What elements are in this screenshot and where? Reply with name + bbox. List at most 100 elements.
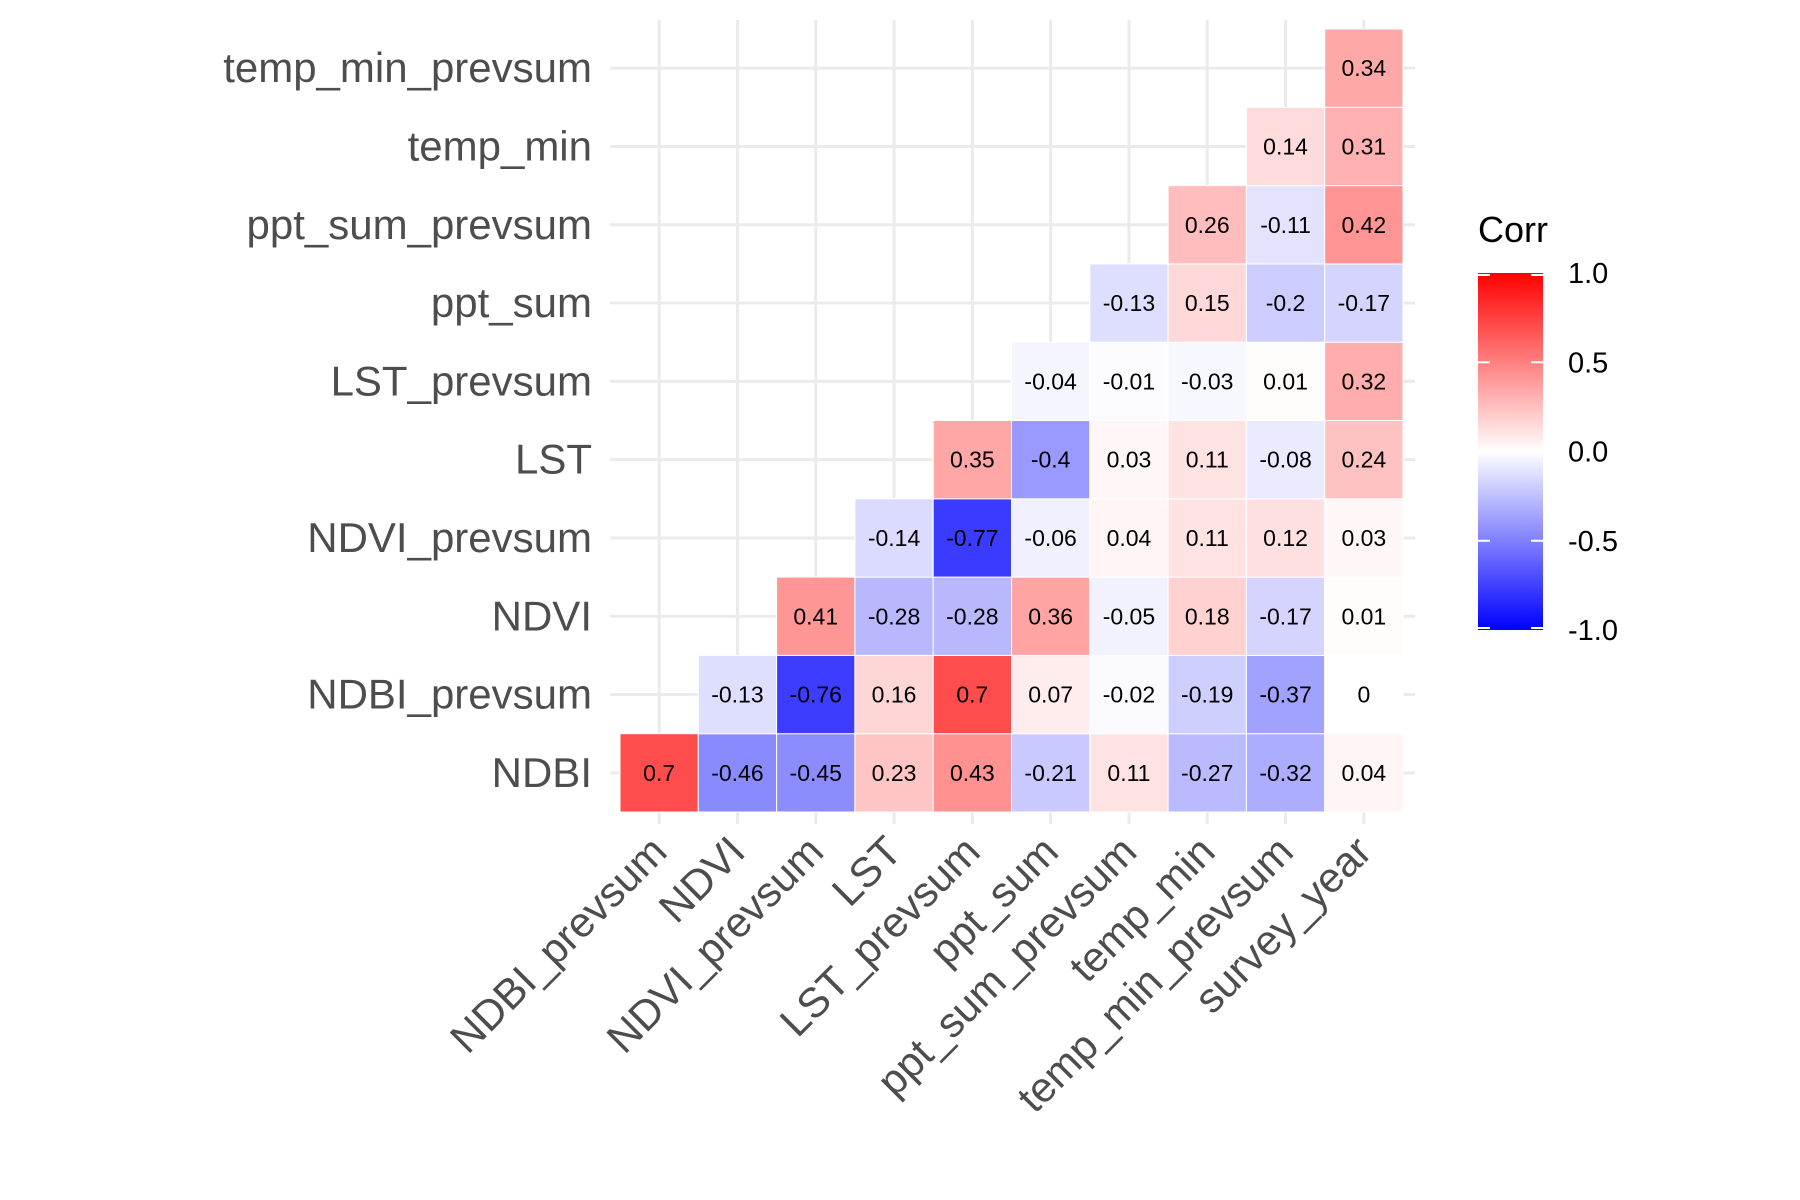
cell-value-label: 0.35 xyxy=(950,447,995,473)
cell-value-label: 0.01 xyxy=(1263,368,1308,394)
cell-value-label: -0.45 xyxy=(790,760,842,786)
cell-value-label: 0.24 xyxy=(1341,447,1386,473)
cell-value-label: -0.14 xyxy=(868,525,921,551)
cell-value-label: -0.19 xyxy=(1181,682,1233,708)
cell-value-label: 0.23 xyxy=(872,760,917,786)
heatmap-cell xyxy=(697,654,778,735)
heatmap-cell xyxy=(932,733,1013,813)
cell-value-label: -0.01 xyxy=(1103,368,1155,394)
heatmap-cell xyxy=(1011,341,1091,422)
heatmap-cell xyxy=(619,733,699,813)
legend-tick-label: -1.0 xyxy=(1568,615,1618,647)
legend-tick-label: 0.0 xyxy=(1568,437,1608,469)
legend-tick-label: 1.0 xyxy=(1568,258,1608,290)
y-tick-label: LST_prevsum xyxy=(331,357,592,404)
cell-value-label: 0 xyxy=(1357,682,1370,708)
heatmap-cell xyxy=(1324,106,1404,187)
cell-value-label: 0.31 xyxy=(1341,133,1386,159)
cell-value-label: -0.27 xyxy=(1181,760,1233,786)
heatmap-cell xyxy=(1245,106,1326,187)
cell-value-label: 0.36 xyxy=(1028,603,1073,629)
heatmap-cell xyxy=(1245,733,1326,813)
heatmap-cell xyxy=(932,420,1013,500)
heatmap-cell xyxy=(1089,576,1169,656)
cell-value-label: 0.15 xyxy=(1185,290,1230,316)
heatmap-cell xyxy=(932,498,1013,578)
heatmap-cell xyxy=(854,498,934,578)
cell-value-label: 0.32 xyxy=(1341,368,1386,394)
cell-value-label: 0.43 xyxy=(950,760,995,786)
cell-value-label: -0.4 xyxy=(1031,447,1071,473)
cell-value-label: 0.12 xyxy=(1263,525,1308,551)
cell-value-label: 0.7 xyxy=(956,682,988,708)
cell-value-label: 0.41 xyxy=(793,603,838,629)
heatmap-cell xyxy=(854,654,934,735)
x-axis-labels: NDBI_prevsumNDVINDVI_prevsumLSTLST_prevs… xyxy=(441,827,1380,1121)
cell-value-label: -0.05 xyxy=(1103,603,1155,629)
cell-value-label: -0.2 xyxy=(1266,290,1306,316)
legend-title: Corr xyxy=(1478,209,1548,250)
cell-value-label: -0.02 xyxy=(1103,682,1155,708)
heatmap-cell xyxy=(1324,733,1404,813)
heatmap-cell xyxy=(1011,498,1091,578)
heatmap-cell xyxy=(932,576,1013,656)
heatmap-cell xyxy=(1167,733,1247,813)
heatmap-cell xyxy=(776,733,856,813)
heatmap-cell xyxy=(697,733,778,813)
y-tick-label: ppt_sum xyxy=(431,279,592,326)
cell-value-label: 0.16 xyxy=(872,682,917,708)
cell-value-label: 0.11 xyxy=(1107,760,1150,786)
legend-tick-label: -0.5 xyxy=(1568,526,1618,558)
cell-value-label: -0.77 xyxy=(946,525,998,551)
cell-value-label: 0.03 xyxy=(1107,447,1152,473)
heatmap-cell xyxy=(1324,263,1404,343)
y-tick-label: NDBI xyxy=(492,749,592,796)
heatmap-cell xyxy=(1089,420,1169,500)
heatmap-cells: 0.7 -0.46 -0.45 0.23 0.43 -0.21 0.11 -0.27 -0.32… xyxy=(619,28,1404,813)
heatmap-cell xyxy=(1245,576,1326,656)
cell-value-label: 0.11 xyxy=(1186,525,1229,551)
heatmap-cell xyxy=(1324,420,1404,500)
y-axis-labels: NDBI NDBI_prevsum NDVI NDVI_prevsum LST LST_p… xyxy=(223,44,592,796)
cell-value-label: 0.18 xyxy=(1185,603,1230,629)
y-tick-label: LST xyxy=(515,436,592,483)
cell-value-label: -0.03 xyxy=(1181,368,1233,394)
cell-value-label: -0.32 xyxy=(1259,760,1311,786)
heatmap-cell xyxy=(1089,733,1169,813)
y-tick-label: ppt_sum_prevsum xyxy=(247,201,593,248)
cell-value-label: -0.06 xyxy=(1024,525,1076,551)
cell-value-label: -0.21 xyxy=(1024,760,1076,786)
heatmap-cell xyxy=(1089,263,1169,343)
heatmap-cell xyxy=(1324,341,1404,422)
heatmap-cell xyxy=(1011,654,1091,735)
cell-value-label: -0.28 xyxy=(868,603,920,629)
cell-value-label: 0.26 xyxy=(1185,212,1230,238)
heatmap-cell xyxy=(1011,420,1091,500)
heatmap-cell xyxy=(1167,420,1247,500)
heatmap-cell xyxy=(1167,263,1247,343)
heatmap-cell xyxy=(1324,654,1404,735)
legend: Corr 1.0 0.5 0.0 -0.5 -1.0 xyxy=(1478,209,1618,647)
heatmap-cell xyxy=(1324,185,1404,265)
cell-value-label: -0.37 xyxy=(1259,682,1311,708)
cell-value-label: 0.04 xyxy=(1341,760,1386,786)
cell-value-label: 0.04 xyxy=(1107,525,1152,551)
cell-value-label: -0.17 xyxy=(1259,603,1311,629)
y-tick-label: temp_min_prevsum xyxy=(223,44,592,91)
cell-value-label: -0.13 xyxy=(1103,290,1155,316)
cell-value-label: 0.34 xyxy=(1341,55,1386,81)
y-tick-label: NDVI xyxy=(492,592,592,639)
cell-value-label: -0.28 xyxy=(946,603,998,629)
heatmap-cell xyxy=(1324,498,1404,578)
cell-value-label: 0.03 xyxy=(1341,525,1386,551)
heatmap-cell xyxy=(1245,498,1326,578)
cell-value-label: -0.08 xyxy=(1259,447,1311,473)
y-tick-label: NDVI_prevsum xyxy=(307,514,592,561)
cell-value-label: 0.42 xyxy=(1341,212,1386,238)
cell-value-label: -0.76 xyxy=(790,682,842,708)
cell-value-label: -0.46 xyxy=(711,760,763,786)
cell-value-label: 0.01 xyxy=(1341,603,1386,629)
cell-value-label: 0.14 xyxy=(1263,133,1308,159)
legend-tick-label: 0.5 xyxy=(1568,347,1608,379)
